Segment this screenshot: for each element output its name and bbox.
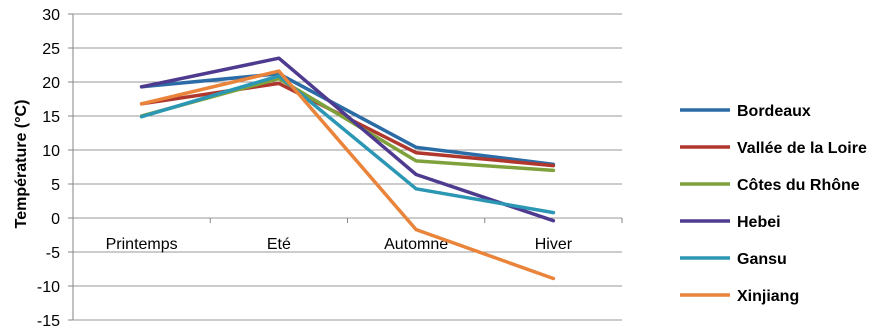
legend-label: Xinjiang xyxy=(737,288,799,305)
y-tick-label: 0 xyxy=(51,211,60,228)
x-category-label: Printemps xyxy=(106,236,178,253)
series-line-3 xyxy=(139,56,556,223)
series-line-5 xyxy=(139,69,556,281)
x-category-label: Automne xyxy=(384,236,448,253)
y-tick-label: 30 xyxy=(42,7,60,24)
legend-label: Côtes du Rhône xyxy=(737,177,860,194)
y-tick-label: -15 xyxy=(37,313,60,329)
y-tick-label: 10 xyxy=(42,143,60,160)
y-tick-label: -5 xyxy=(46,245,60,262)
legend-label: Vallée de la Loire xyxy=(737,140,867,157)
series-line-0 xyxy=(139,72,556,167)
x-axis-categories: Printemps Eté Automne Hiver xyxy=(106,236,573,253)
series-lines xyxy=(139,56,556,281)
x-category-label: Eté xyxy=(267,236,291,253)
legend-label: Hebei xyxy=(737,214,781,231)
y-tick-label: -10 xyxy=(37,279,60,296)
legend: Bordeaux Vallée de la Loire Côtes du Rhône… xyxy=(680,103,867,305)
y-axis-title: Température (°C) xyxy=(13,100,30,229)
y-tick-label: 15 xyxy=(42,109,60,126)
y-tick-label: 5 xyxy=(51,177,60,194)
legend-label: Bordeaux xyxy=(737,103,811,120)
y-axis-ticks: 30 25 20 15 10 5 0 -5 -10 -15 xyxy=(37,7,60,330)
y-tick-label: 25 xyxy=(42,41,60,58)
series-line-4 xyxy=(139,74,556,215)
series-line-1 xyxy=(139,81,556,168)
x-category-label: Hiver xyxy=(535,236,573,253)
legend-label: Gansu xyxy=(737,251,787,268)
y-tick-label: 20 xyxy=(42,75,60,92)
